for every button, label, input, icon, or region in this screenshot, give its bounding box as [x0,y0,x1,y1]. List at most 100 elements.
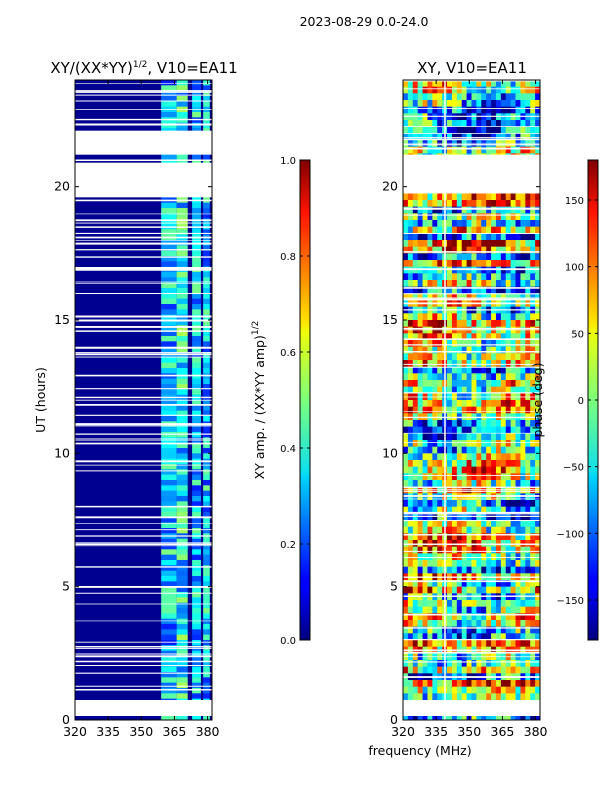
phase-cell [466,600,472,608]
colorbar-tick-label: 0.4 [280,444,296,455]
phase-cell [476,446,482,454]
phase-cell [505,386,512,394]
amplitude-cell [192,101,201,108]
phase-cell [422,253,428,261]
phase-cell [525,580,531,588]
phase-cell [535,440,540,448]
amplitude-cell [192,426,201,433]
phase-cell [432,600,438,608]
amplitude-cell [192,213,201,220]
phase-cell [437,233,443,241]
phase-cell [422,500,428,508]
phase-cell [510,406,516,414]
phase-cell [403,360,409,368]
phase-cell [407,660,414,668]
amplitude-cell [176,304,188,310]
amplitude-cell [161,474,177,481]
phase-cell [515,566,521,574]
amplitude-cell [203,298,210,305]
phase-cell [505,426,512,434]
phase-cell [466,366,472,374]
phase-cell [417,113,423,121]
phase-cell [520,426,526,434]
amplitude-cell [176,490,188,497]
phase-cell [505,360,512,368]
phase-cell [437,480,443,488]
phase-cell [461,273,468,281]
amplitude-cell [161,272,177,278]
phase-cell [500,200,507,208]
phase-cell [451,526,458,534]
phase-cell [491,86,497,94]
phase-cell [476,200,482,208]
phase-cell [412,260,419,268]
phase-cell [535,380,540,388]
phase-cell [515,380,521,388]
phase-cell [491,353,497,361]
phase-cell [412,93,419,101]
phase-cell [461,600,468,608]
phase-cell [500,486,507,494]
phase-cell [407,120,414,128]
amplitude-cell [192,250,201,257]
phase-cell [520,213,526,221]
phase-cell [476,380,482,388]
phase-cell [422,146,428,154]
phase-cell [447,580,453,588]
phase-cell [451,426,458,434]
phase-cell [403,233,409,241]
phase-cell [530,406,536,414]
panel-phase-title: XY, V10=EA11 [417,59,527,77]
phase-cell [403,106,409,114]
phase-cell [520,226,526,234]
phase-cell [407,680,414,688]
phase-cell [495,286,502,294]
phase-cell [510,526,516,534]
phase-cell [427,693,433,701]
phase-cell [476,420,482,428]
amplitude-cell [203,560,210,566]
phase-cell [491,346,497,354]
phase-cell [437,713,443,720]
amplitude-cell [192,677,201,684]
amplitude-cell [161,602,177,609]
phase-cell [471,580,477,588]
phase-cell [471,440,477,448]
phase-cell [427,126,433,134]
phase-cell [427,606,433,614]
phase-cell [515,400,521,408]
phase-cell [451,273,458,281]
phase-cell [422,93,428,101]
amplitude-cell [203,309,210,316]
phase-cell [505,586,512,594]
phase-cell [456,420,463,428]
phase-cell [515,560,521,568]
phase-cell [447,660,453,668]
phase-cell [417,466,423,474]
phase-cell [525,680,531,688]
phase-cell [432,193,438,201]
phase-cell [451,613,458,621]
phase-cell [403,560,409,568]
phase-cell [495,453,502,461]
phase-cell [427,286,433,294]
phase-cell [471,486,477,494]
phase-cell [427,240,433,248]
phase-cell [466,213,472,221]
phase-cell [422,353,428,361]
phase-cell [486,240,492,248]
phase-cell [456,340,463,348]
phase-cell [461,366,468,374]
phase-cell [491,366,497,374]
phase-cell [520,480,526,488]
phase-cell [510,226,516,234]
phase-cell [451,240,458,248]
phase-cell [412,280,419,288]
phase-cell [437,506,443,514]
phase-cell [437,206,443,214]
phase-cell [447,520,453,528]
amplitude-cell [161,341,177,348]
amplitude-cell [203,634,210,641]
phase-cell [481,693,487,701]
phase-cell [437,340,443,348]
